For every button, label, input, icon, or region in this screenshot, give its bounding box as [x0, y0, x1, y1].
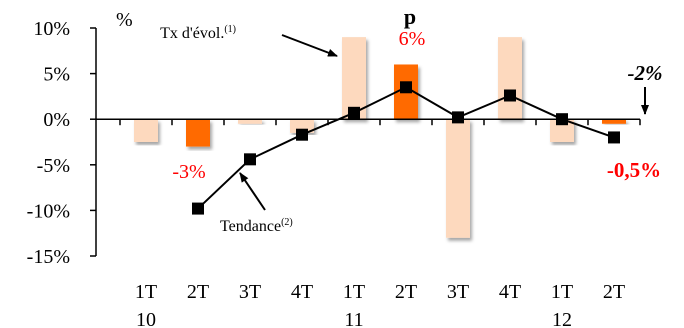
- x-axis: 1T 2T 3T 4T 1T 2T 3T 4T 1T 2T 10 11 12: [96, 118, 641, 328]
- trend-point: [400, 81, 412, 94]
- x-tick-label: 4T: [499, 281, 521, 303]
- y-tick-label: -5%: [37, 155, 70, 177]
- bar: [134, 119, 158, 142]
- tx-annotation: Tx d'évol.(1): [160, 24, 338, 57]
- trend-point: [556, 113, 568, 126]
- trend-label-text: Tendance: [220, 218, 281, 235]
- label-minus05: -0,5%: [607, 158, 661, 182]
- x-year-label: 11: [344, 309, 363, 328]
- x-year-label: 12: [552, 309, 572, 328]
- trend-label: Tendance(2): [220, 217, 293, 235]
- tx-label: Tx d'évol.(1): [160, 24, 236, 42]
- x-tick-label: 3T: [447, 281, 469, 303]
- x-tick-label: 1T: [551, 281, 573, 303]
- trend-annotation: Tendance(2): [220, 172, 293, 235]
- label-six: 6%: [399, 28, 426, 50]
- y-tick-label: -10%: [27, 200, 70, 222]
- trend-point: [504, 89, 516, 102]
- x-tick-label: 2T: [395, 281, 417, 303]
- trend-point: [608, 131, 620, 144]
- y-tick-label: 5%: [43, 64, 70, 86]
- y-tick-label: 0%: [43, 109, 70, 131]
- label-minus2: -2%: [628, 61, 663, 85]
- bar: [342, 37, 366, 120]
- chart-title: p: [404, 4, 416, 29]
- tx-label-sup: (1): [224, 24, 236, 35]
- bars: [134, 37, 626, 238]
- x-tick-label: 4T: [291, 281, 313, 303]
- x-tick-label: 2T: [187, 281, 209, 303]
- x-tick-label: 1T: [343, 281, 365, 303]
- label-minus3: -3%: [172, 161, 205, 183]
- x-tick-label: 1T: [135, 281, 157, 303]
- trend-point: [452, 111, 464, 124]
- trend-point: [244, 153, 256, 166]
- y-tick-label: 10%: [33, 18, 70, 40]
- bar: [186, 119, 210, 147]
- x-year-label: 10: [136, 309, 156, 328]
- trend-label-sup: (2): [281, 217, 293, 228]
- y-axis: 10% 5% 0% -5% -10% -15%: [27, 18, 97, 268]
- bar: [498, 37, 522, 120]
- trend-point: [348, 106, 360, 119]
- trend-point: [296, 128, 308, 141]
- trend-line: [192, 81, 620, 215]
- y-tick-label: -15%: [27, 246, 70, 268]
- bar: [602, 119, 626, 124]
- tx-label-text: Tx d'évol.: [160, 25, 224, 42]
- trend-point: [192, 202, 204, 215]
- x-tick-label: 2T: [603, 281, 625, 303]
- x-tick-label: 3T: [239, 281, 261, 303]
- trend-arrow: [239, 172, 266, 211]
- bar: [238, 119, 262, 124]
- tx-arrow: [281, 34, 338, 57]
- bar: [446, 119, 470, 238]
- unit-label: %: [116, 9, 133, 31]
